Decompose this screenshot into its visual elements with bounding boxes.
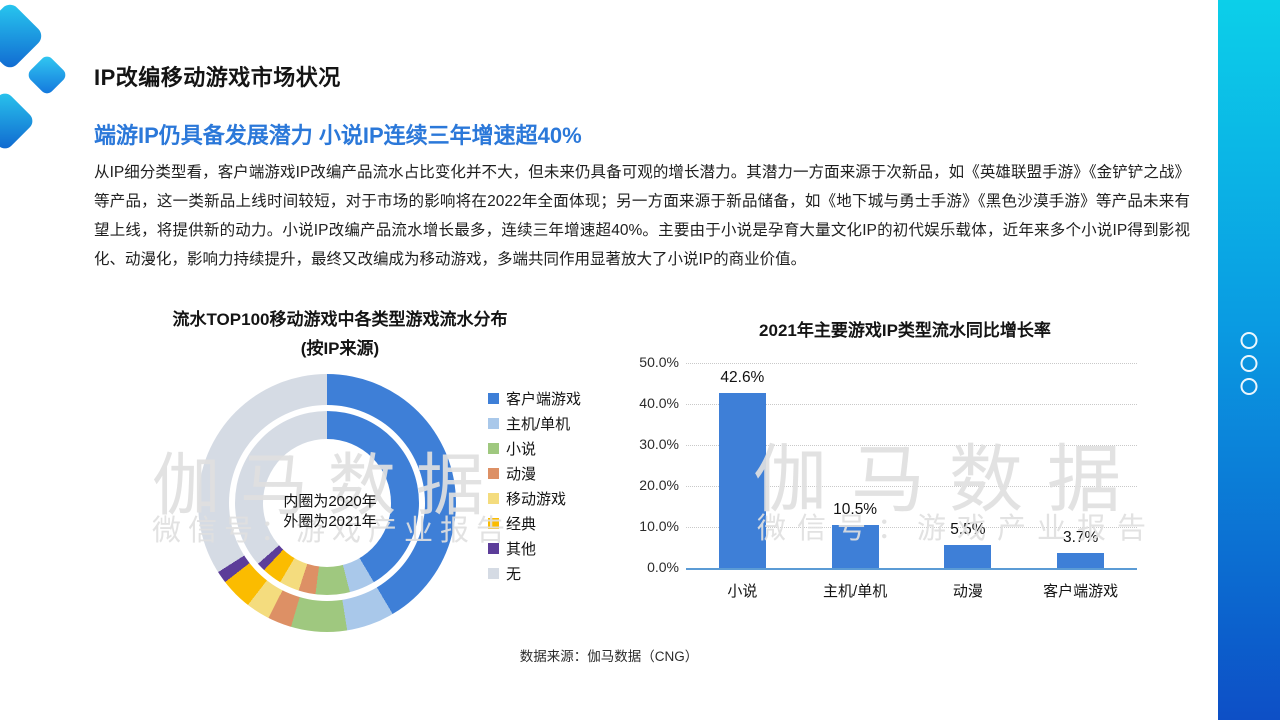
legend-item: 无	[488, 561, 581, 586]
x-axis-category-label: 主机/单机	[823, 583, 888, 600]
body-paragraph: 从IP细分类型看，客户端游戏IP改编产品流水占比变化并不大，但未来仍具备可观的增…	[94, 164, 1190, 268]
legend-swatch-icon	[488, 518, 499, 529]
gridline	[686, 404, 1137, 405]
gridline	[686, 527, 1137, 528]
legend-item: 移动游戏	[488, 486, 581, 511]
legend-label: 小说	[506, 441, 537, 458]
bar-客户端游戏	[1057, 552, 1105, 568]
y-axis-tick-label: 10.0%	[639, 518, 679, 534]
bar-value-label: 5.5%	[950, 521, 986, 539]
page-title: IP改编移动游戏市场状况	[94, 65, 341, 90]
legend-swatch-icon	[488, 418, 499, 429]
legend-item: 经典	[488, 511, 581, 536]
y-axis-tick-label: 30.0%	[639, 436, 679, 452]
donut-chart-title: 流水TOP100移动游戏中各类型游戏流水分布	[172, 310, 508, 329]
x-axis-category-label: 动漫	[952, 583, 983, 600]
nav-dot[interactable]	[1240, 355, 1258, 372]
gridline	[686, 363, 1137, 364]
nav-dot[interactable]	[1240, 378, 1258, 395]
donut-chart-subtitle: (按IP来源)	[300, 339, 380, 358]
legend-label: 动漫	[506, 466, 537, 483]
donut-center-note: 内圈为2020年 外圈为2021年	[255, 492, 405, 532]
bar-value-label: 42.6%	[720, 369, 765, 387]
bar-value-label: 3.7%	[1062, 528, 1099, 546]
y-axis-tick-label: 40.0%	[639, 395, 679, 411]
legend-label: 客户端游戏	[506, 391, 582, 408]
donut-center-note-line1: 内圈为2020年	[283, 493, 377, 510]
legend-swatch-icon	[488, 468, 499, 479]
legend-item: 客户端游戏	[488, 386, 581, 411]
y-axis-tick-label: 0.0%	[647, 559, 679, 575]
bar-主机/单机	[831, 524, 879, 568]
legend-swatch-icon	[488, 443, 499, 454]
nav-dot[interactable]	[1240, 332, 1258, 349]
legend-item: 小说	[488, 436, 581, 461]
legend-swatch-icon	[488, 393, 499, 404]
legend-label: 其他	[506, 541, 537, 558]
donut-center-note-line2: 外圈为2021年	[283, 513, 377, 530]
bar-动漫	[944, 545, 992, 568]
legend-swatch-icon	[488, 568, 499, 579]
logo-diamond-icon	[0, 89, 37, 153]
legend-label: 经典	[506, 516, 537, 533]
legend-swatch-icon	[488, 493, 499, 504]
bar-value-label: 10.5%	[833, 500, 878, 518]
y-axis-tick-label: 50.0%	[639, 354, 679, 370]
legend-item: 动漫	[488, 461, 581, 486]
legend-label: 移动游戏	[506, 491, 567, 508]
gridline	[686, 445, 1137, 446]
x-axis-category-label: 小说	[727, 583, 758, 600]
legend-item: 其他	[488, 536, 581, 561]
slide-edge-bar	[1218, 0, 1280, 720]
legend-label: 主机/单机	[506, 416, 571, 433]
y-axis-tick-label: 20.0%	[639, 477, 679, 493]
logo-diamond-icon	[25, 53, 69, 97]
section-subtitle: 端游IP仍具备发展潜力 小说IP连续三年增速超40%	[94, 123, 582, 148]
legend-label: 无	[506, 566, 522, 583]
bar-chart-title: 2021年主要游戏IP类型流水同比增长率	[759, 321, 1051, 340]
legend-swatch-icon	[488, 543, 499, 554]
legend-item: 主机/单机	[488, 411, 581, 436]
x-axis-category-label: 客户端游戏	[1043, 583, 1119, 600]
bar-chart-plot-area: 50.0% 40.0% 30.0% 20.0% 10.0% 0.0% 42.6% 小说 10.5…	[639, 354, 1137, 600]
nav-dots	[1240, 332, 1258, 395]
gridline	[686, 486, 1137, 487]
data-source-note: 数据来源：伽马数据（CNG）	[519, 649, 699, 664]
x-axis-line	[686, 568, 1137, 570]
donut-hole	[263, 439, 391, 567]
donut-legend: 客户端游戏主机/单机小说动漫移动游戏经典其他无	[488, 386, 581, 586]
bar-小说	[718, 393, 766, 568]
